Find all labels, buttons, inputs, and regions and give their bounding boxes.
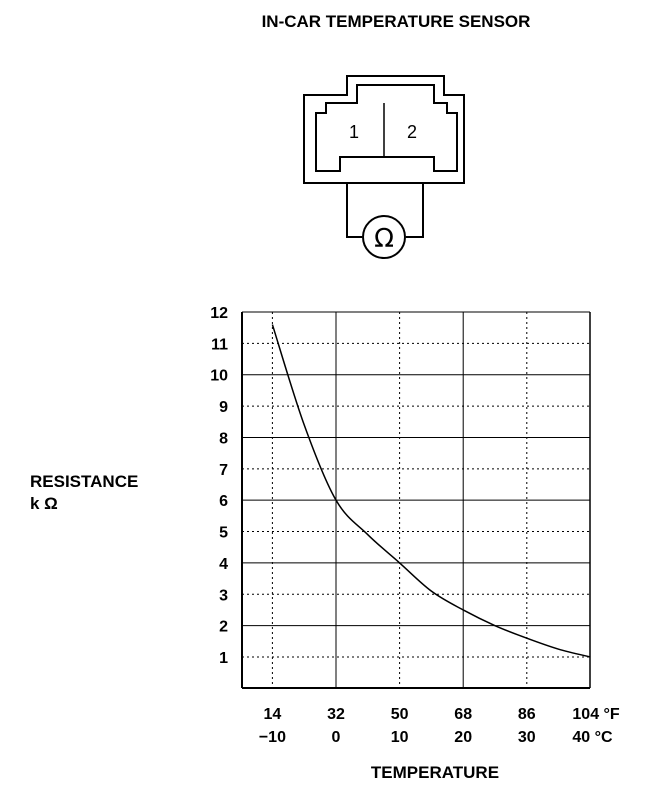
- y-tick-label: 9: [219, 399, 228, 416]
- connector-outer-housing: [303, 75, 465, 184]
- meter-lead-wire: [346, 183, 424, 238]
- x-tick-label-celsius: 30: [518, 729, 536, 746]
- y-tick-label: 8: [219, 430, 228, 447]
- x-axis-label: TEMPERATURE: [371, 763, 499, 782]
- y-tick-label: 11: [211, 336, 228, 353]
- x-tick-label-celsius: −10: [259, 729, 286, 746]
- y-tick-label: 7: [219, 462, 228, 479]
- x-tick-label-celsius: 40 °C: [572, 729, 613, 746]
- connector-diagram: [303, 75, 465, 259]
- connector-inner-housing: [315, 84, 458, 172]
- x-tick-labels: 14 −10 32 0 50 10 68 20 86 30 104 °F 40 °C: [259, 706, 620, 746]
- horizontal-grid: [242, 311, 590, 658]
- x-tick-label-fahrenheit: 50: [391, 706, 409, 723]
- y-tick-label: 10: [210, 368, 228, 385]
- x-tick-label-fahrenheit: 14: [264, 706, 282, 723]
- x-tick-label-fahrenheit: 32: [327, 706, 345, 723]
- x-tick-label-celsius: 0: [332, 729, 341, 746]
- x-tick-label-celsius: 20: [454, 729, 472, 746]
- pin-1-label: 1: [349, 122, 359, 142]
- x-tick-label-fahrenheit: 86: [518, 706, 536, 723]
- y-tick-label: 12: [210, 305, 228, 322]
- y-tick-label: 6: [219, 493, 228, 510]
- pin-2-label: 2: [407, 122, 417, 142]
- chart-series: [271, 324, 591, 658]
- y-tick-label: 3: [219, 587, 228, 604]
- y-tick-label: 1: [219, 650, 228, 667]
- x-tick-label-fahrenheit: 68: [454, 706, 472, 723]
- y-axis-unit: k Ω: [30, 494, 58, 513]
- y-axis-label: RESISTANCE: [30, 472, 138, 491]
- y-tick-label: 5: [219, 525, 228, 542]
- resistance-curve: [271, 324, 591, 658]
- x-tick-label-fahrenheit: 104 °F: [572, 706, 620, 723]
- ohmmeter-icon: [362, 215, 406, 259]
- x-tick-label-celsius: 10: [391, 729, 409, 746]
- y-tick-label: 2: [219, 619, 228, 636]
- page-title: IN-CAR TEMPERATURE SENSOR: [262, 12, 531, 31]
- ohm-symbol: Ω: [374, 224, 394, 254]
- y-tick-label: 4: [219, 556, 228, 573]
- chart-axes: [241, 311, 591, 689]
